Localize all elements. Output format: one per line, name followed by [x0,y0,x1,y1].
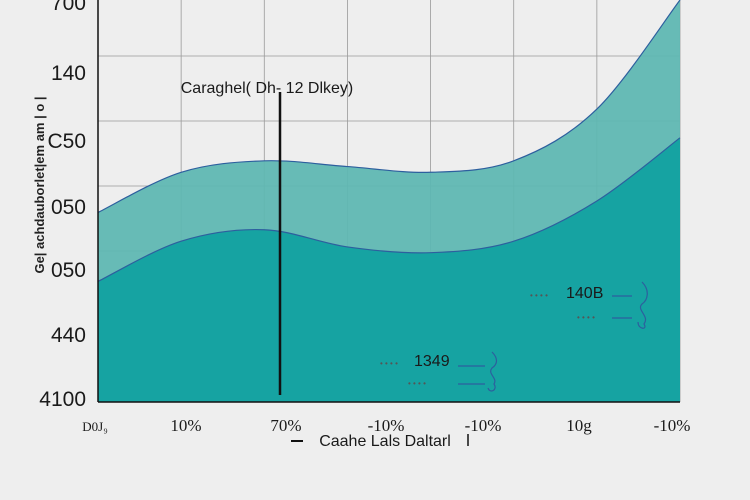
x-axis-label: Caahe Lals Daltarl [319,433,451,450]
callout-1349: • • • • • • • • 1349 [380,351,498,392]
callout-bracket [612,281,648,329]
y-tick-label: C50 [47,130,86,153]
x-tick-label: -10% [465,416,502,435]
y-axis-label: Ge| achdauborlet|em am | o | [32,96,47,273]
callout-dots: • • • • [577,313,595,322]
x-tick-label: -10% [368,416,405,435]
x-tick-labels: D0J₉ 10% 70% -10% -10% 10g -10% [82,416,690,435]
x-tick-label: 70% [270,416,301,435]
y-tick-label: 440 [51,324,86,347]
callout-label: 1349 [414,353,450,370]
axes [97,0,680,403]
y-tick-label: 050 [51,196,86,219]
marker-annotation: Caraghel( Dh- 12 Dlkey) [181,80,354,97]
y-tick-label: 4100 [39,388,86,411]
y-tick-labels: 700 140 C50 050 050 440 4100 [39,0,86,411]
line-series-2 [97,137,681,282]
callout-bracket [458,351,498,392]
callout-140B: • • • • • • • • 140B [530,281,648,329]
x-tick-label: -10% [654,416,691,435]
callout-label: 140B [566,285,603,302]
y-tick-label: 050 [51,259,86,282]
x-tick-label: 10% [170,416,201,435]
line-series-1 [97,0,681,214]
y-tick-label: 700 [51,0,86,15]
y-tick-label: 140 [51,62,86,85]
area-series [97,0,681,403]
x-axis-label-group: Caahe Lals Daltarl [291,433,469,450]
callout-dots: • • • • [530,291,548,300]
callout-dots: • • • • [380,359,398,368]
area-series-2 [98,137,680,403]
callout-dots: • • • • [408,379,426,388]
x-tick-label: D0J₉ [82,419,107,434]
x-tick-label: 10g [566,416,592,435]
